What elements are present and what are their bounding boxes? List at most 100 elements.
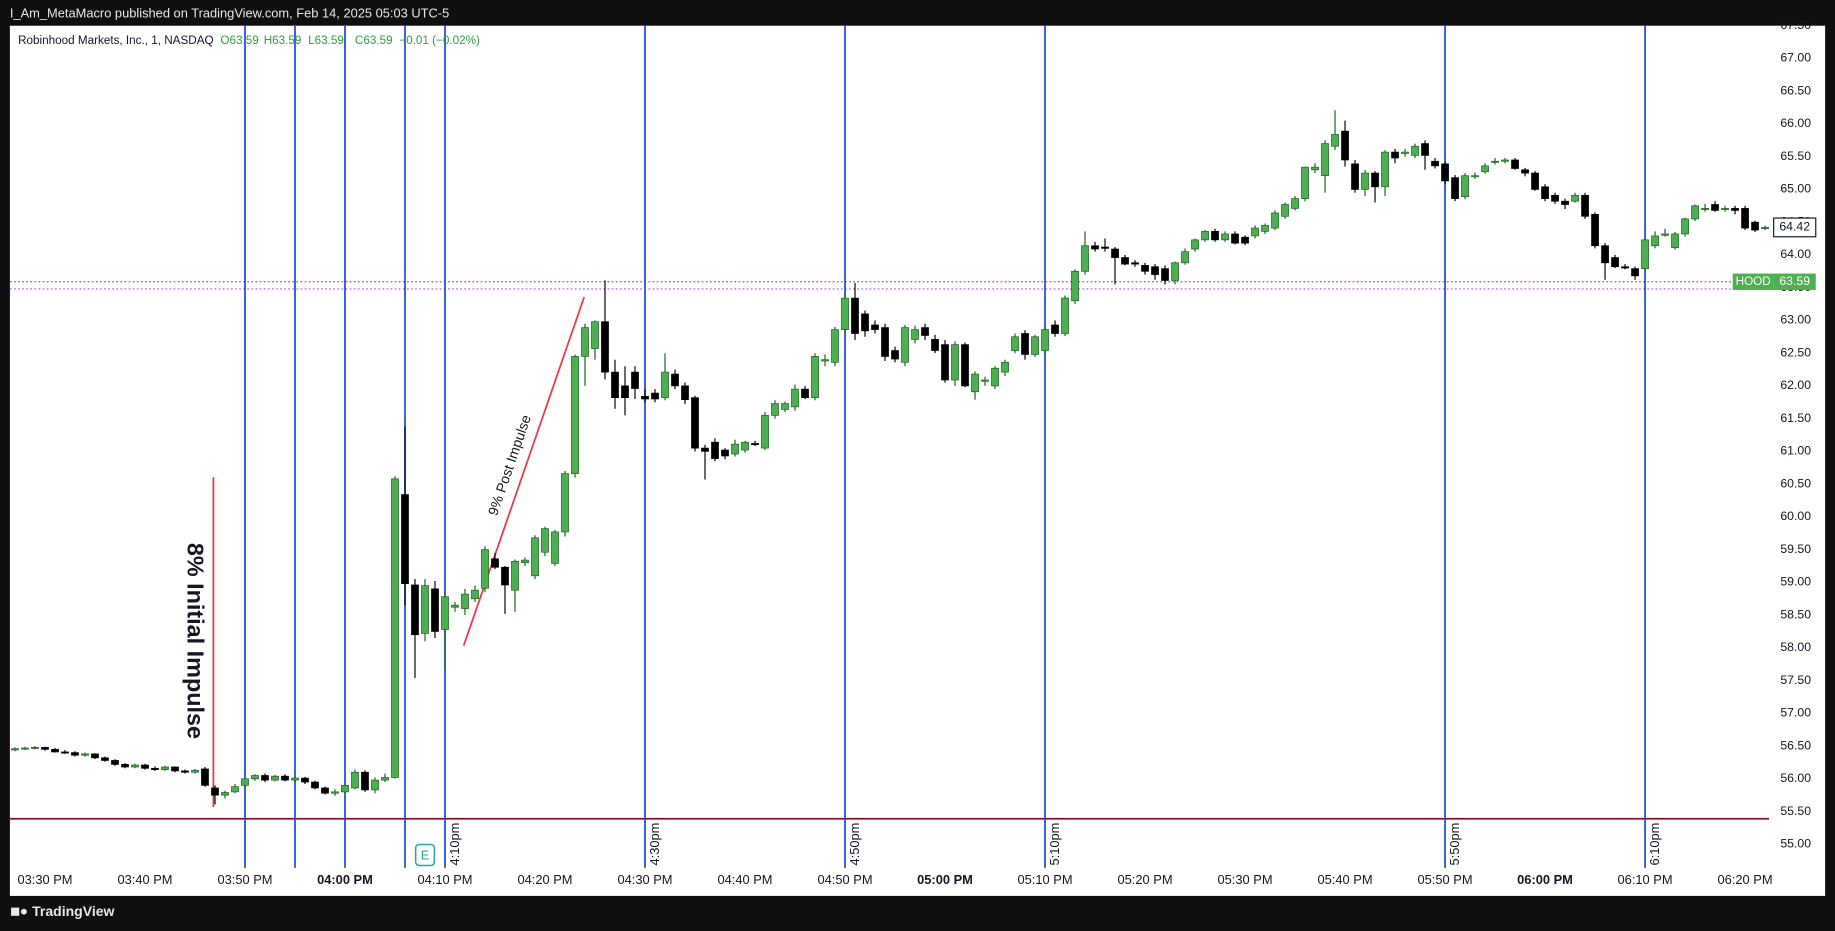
candle-body xyxy=(911,329,919,340)
candle-body xyxy=(751,443,759,446)
candle-body xyxy=(1431,160,1439,167)
candle-body xyxy=(1391,151,1399,159)
candle-body xyxy=(1231,233,1239,244)
candle-body xyxy=(791,388,799,408)
candle-body xyxy=(1521,169,1529,174)
candle-body xyxy=(701,447,709,452)
candle-body xyxy=(1401,151,1409,154)
candle-body xyxy=(1321,143,1329,177)
candle-body xyxy=(991,367,999,387)
candle-body xyxy=(31,747,39,749)
candle-body xyxy=(1441,163,1449,182)
candle-body xyxy=(411,584,419,636)
candle-body xyxy=(311,781,319,789)
candle-body xyxy=(1251,227,1259,237)
candle-body xyxy=(51,748,59,753)
candle-body xyxy=(1691,205,1699,220)
candle-body xyxy=(261,775,269,781)
y-tick-label: 56.00 xyxy=(1780,771,1811,785)
candle-body xyxy=(941,344,949,381)
candle-body xyxy=(1201,230,1209,241)
candle-body xyxy=(671,373,679,387)
annotation: 8% Initial Impulse xyxy=(182,543,208,739)
x-tick-label: 04:30 PM xyxy=(617,872,672,887)
candle-body xyxy=(1421,143,1429,156)
candle-body xyxy=(1061,297,1069,334)
candle-body xyxy=(781,403,789,410)
candle-body xyxy=(341,784,349,793)
vertical-line-label: 5:50pm xyxy=(1447,823,1462,866)
candle-body xyxy=(901,327,909,363)
x-tick-label: 04:00 PM xyxy=(317,872,373,887)
candle-body xyxy=(1351,163,1359,190)
candle-body xyxy=(291,777,299,781)
x-tick-label: 06:10 PM xyxy=(1618,872,1673,887)
candle-body xyxy=(1411,145,1419,156)
candle-body xyxy=(1241,236,1249,244)
candle-body xyxy=(461,593,469,609)
y-tick-label: 63.00 xyxy=(1780,313,1811,327)
candle-body xyxy=(921,327,929,336)
candle-body xyxy=(821,359,829,362)
candle-body xyxy=(1641,239,1649,270)
brand[interactable]: TradingView xyxy=(32,903,114,919)
candle-body xyxy=(831,329,839,363)
candle-body xyxy=(551,531,559,564)
candle-body xyxy=(931,339,939,351)
y-tick-label: 58.50 xyxy=(1780,607,1811,621)
candle-body xyxy=(611,371,619,399)
x-tick-label: 03:40 PM xyxy=(117,872,172,887)
y-tick-label: 66.00 xyxy=(1780,116,1811,130)
candle-body xyxy=(811,356,819,399)
y-tick-label: 60.50 xyxy=(1780,476,1811,490)
candle-body xyxy=(171,766,179,772)
candle-body xyxy=(561,473,569,533)
candle-body xyxy=(131,764,139,768)
candle-body xyxy=(1151,266,1159,275)
candle-body xyxy=(41,747,49,750)
legend-value: −0.01 (−0.02%) xyxy=(399,34,480,47)
candle-body xyxy=(1491,160,1499,163)
candle-body xyxy=(1591,213,1599,247)
y-tick-label: 62.00 xyxy=(1780,378,1811,392)
y-tick-label: 59.50 xyxy=(1780,542,1811,556)
candle-body xyxy=(1701,208,1709,210)
candle-body xyxy=(161,766,169,770)
candle-body xyxy=(191,769,199,773)
candle-body xyxy=(201,768,209,786)
candle-body xyxy=(1471,175,1479,178)
candle-body xyxy=(741,441,749,451)
candle-body xyxy=(1581,194,1589,217)
candle-body xyxy=(681,385,689,400)
candle-body xyxy=(501,566,509,586)
candle-body xyxy=(1111,248,1119,258)
candle-body xyxy=(1741,208,1749,229)
candle-body xyxy=(891,350,899,360)
symbol-price-label: 63.59 xyxy=(1779,274,1810,288)
candle-body xyxy=(771,403,779,416)
event-marker-label: E xyxy=(421,848,430,863)
candle-body xyxy=(451,604,459,608)
candle-body xyxy=(1171,262,1179,281)
candle-body xyxy=(1161,268,1169,281)
candle-body xyxy=(1291,198,1299,209)
candle-body xyxy=(1051,324,1059,334)
symbol-price-box xyxy=(1773,273,1816,290)
candle-body xyxy=(141,764,149,769)
candle-body xyxy=(1211,230,1219,241)
candle-body xyxy=(1191,239,1199,250)
candle-body xyxy=(1271,212,1279,229)
candle-body xyxy=(491,558,499,568)
candle-body xyxy=(11,748,19,751)
candle-body xyxy=(181,770,189,773)
candle-body xyxy=(1451,177,1459,199)
candle-body xyxy=(1221,233,1229,241)
candle-body xyxy=(1761,227,1769,230)
candle-body xyxy=(1101,246,1109,249)
candle-body xyxy=(371,779,379,791)
x-tick-label: 06:20 PM xyxy=(1718,872,1773,887)
candle-body xyxy=(541,528,549,553)
candle-body xyxy=(691,397,699,449)
candle-body xyxy=(1551,194,1559,202)
